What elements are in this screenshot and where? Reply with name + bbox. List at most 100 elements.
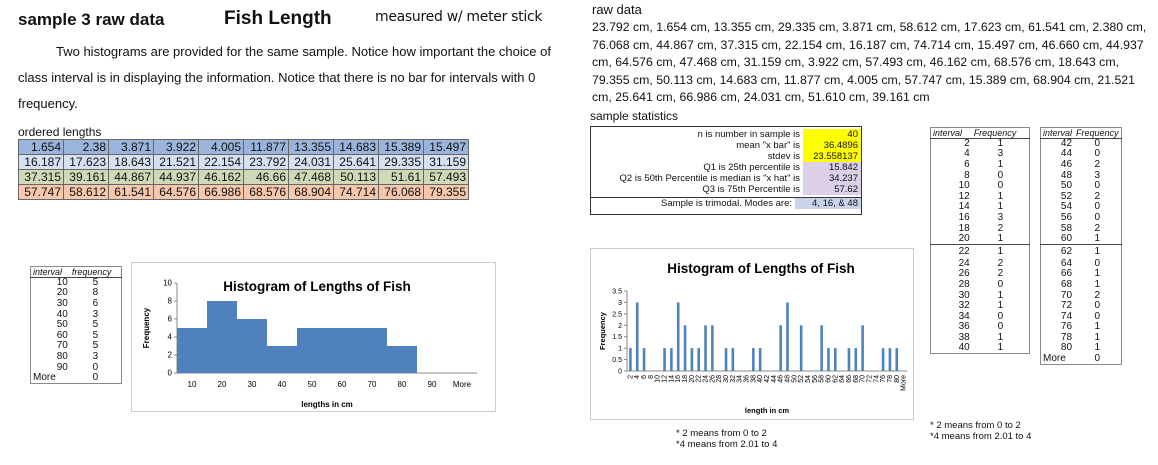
ordered-cell: 68.576 — [243, 184, 289, 200]
ordered-lengths-label: ordered lengths — [18, 125, 102, 139]
frequency-row: 38 1 — [931, 333, 1030, 344]
x-tick-label: 80 — [894, 375, 901, 383]
intro-text: Two histograms are provided for the same… — [18, 44, 551, 111]
y-tick-label: 0.5 — [612, 357, 622, 364]
ordered-cell: 1.654 — [18, 139, 64, 155]
interval-cell: 62 — [1040, 243, 1075, 259]
ordered-cell: 2.38 — [63, 139, 109, 155]
interval-cell: 40 — [56, 308, 68, 320]
ordered-cell: 3.871 — [108, 139, 154, 155]
x-tick-label: 30 — [248, 380, 257, 389]
ordered-cell: 47.468 — [288, 169, 334, 185]
x-tick-label: 76 — [880, 375, 887, 383]
ordered-cell: 24.031 — [288, 154, 334, 170]
bar — [820, 325, 823, 371]
frequency-row: 44 0 — [1041, 149, 1122, 160]
interval-cell: 50 — [1060, 180, 1073, 192]
x-tick-label: 8 — [648, 375, 655, 379]
x-tick-label: 50 — [791, 375, 798, 383]
frequency-row: 10 0 — [931, 181, 1030, 192]
modes-value: 4, 16, & 48 — [795, 198, 861, 209]
stat-row: Q3 is 75th Percentile is 57.62 — [591, 184, 861, 195]
frequency-cell: 0 — [1094, 148, 1101, 160]
interval-cell: 70 — [1060, 289, 1073, 301]
interval-header: interval — [1040, 127, 1075, 139]
modes-label: Sample is trimodal. Modes are: — [661, 198, 792, 209]
ordered-cell: 51.61 — [378, 169, 424, 185]
ordered-cell: 46.66 — [243, 169, 289, 185]
frequency-row: 48 3 — [1041, 170, 1122, 181]
frequency-row: 64 0 — [1041, 258, 1122, 269]
bar — [779, 325, 782, 371]
ordered-cell: 29.335 — [378, 154, 424, 170]
bar — [297, 328, 327, 373]
frequency-row: 90 0 — [31, 362, 122, 373]
frequency-row: 62 1 — [1040, 243, 1122, 259]
ordered-cell: 18.643 — [108, 154, 154, 170]
x-tick-label: 72 — [866, 375, 873, 383]
frequency-row: 26 2 — [931, 269, 1030, 280]
bar — [663, 348, 666, 371]
frequency-cell: 1 — [997, 289, 1004, 301]
frequency-row: 18 2 — [931, 223, 1030, 234]
x-tick-label: More — [901, 375, 908, 391]
stat-value: 36.4896 — [803, 140, 861, 151]
stat-row: stdev is 23.558137 — [591, 151, 861, 162]
x-tick-label: 34 — [737, 375, 744, 383]
frequency-cell: 0 — [92, 371, 99, 383]
frequency-cell: 5 — [92, 277, 99, 289]
stat-label: Q1 is 25th percentile is — [703, 162, 800, 173]
bar — [704, 325, 707, 371]
ordered-cell: 44.867 — [108, 169, 154, 185]
frequency-cell: 1 — [1094, 342, 1101, 354]
x-tick-label: 58 — [819, 375, 826, 383]
x-tick-label: More — [453, 380, 472, 389]
histogram-10-svg: Histogram of Lengths of Fish 0 2 4 6 8 10 10 20 3… — [142, 279, 477, 409]
frequency-cell: 2 — [997, 257, 1004, 269]
frequency-cell: 2 — [1094, 222, 1101, 234]
bar — [833, 348, 837, 371]
y-tick-label: 0 — [168, 369, 173, 378]
frequency-row: 54 0 — [1041, 202, 1122, 213]
ordered-cell: 74.714 — [333, 184, 379, 200]
interval-cell: 26 — [958, 268, 970, 280]
x-tick-label: 16 — [675, 375, 682, 383]
interval-cell: 48 — [1060, 169, 1073, 181]
ordered-cell: 39.161 — [63, 169, 109, 185]
interval-cell: 6 — [964, 158, 970, 170]
ordered-cell: 37.315 — [18, 169, 64, 185]
frequency-cell: 2 — [997, 222, 1004, 234]
interval-cell: 58 — [1060, 222, 1073, 234]
frequency-cell: 0 — [997, 169, 1004, 181]
interval-cell: 64 — [1060, 257, 1073, 269]
interval-cell: 52 — [1060, 190, 1073, 202]
frequency-row: 10 5 — [31, 278, 122, 289]
bar — [731, 348, 735, 371]
bar — [642, 348, 646, 371]
x-tick-label: 24 — [703, 375, 710, 383]
x-tick-label: 22 — [696, 375, 703, 383]
frequency-cell: 5 — [92, 329, 99, 341]
y-tick-label: 3.5 — [612, 289, 622, 296]
interval-cell: 30 — [56, 297, 68, 309]
interval-cell: 80 — [56, 350, 68, 362]
x-axis-title: lengths in cm — [301, 400, 353, 409]
x-tick-label: 28 — [716, 375, 723, 383]
frequency-cell: 1 — [997, 331, 1004, 343]
stat-value: 15.842 — [803, 162, 861, 173]
frequency-cell: 0 — [997, 321, 1004, 333]
ordered-cell: 79.355 — [423, 184, 469, 200]
frequency-row: 20 1 — [931, 234, 1030, 245]
frequency-cell: 0 — [1094, 257, 1101, 269]
frequency-cell: 1 — [971, 243, 1030, 259]
x-tick-label: 20 — [689, 375, 696, 383]
interval-header: interval — [930, 127, 972, 139]
bar — [799, 325, 803, 371]
note-a: * 2 means from 0 to 2 — [676, 428, 767, 439]
bar — [847, 348, 851, 371]
stat-row: mean "x bar" is 36.4896 — [591, 140, 861, 151]
stat-row: n is number in sample is 40 — [591, 129, 861, 140]
frequency-row: 30 6 — [31, 299, 122, 310]
note-b-2: *4 means from 2.01 to 4 — [930, 431, 1032, 442]
